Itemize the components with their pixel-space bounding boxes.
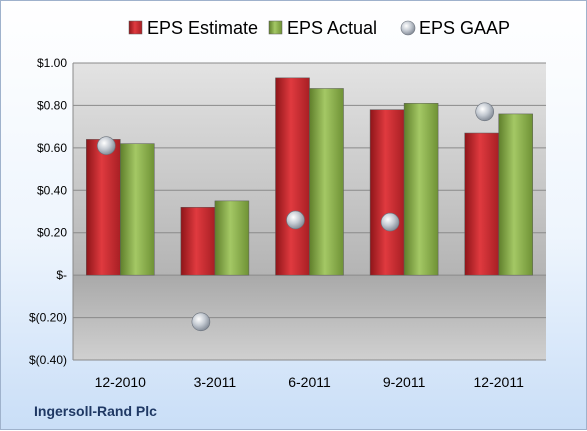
company-label: Ingersoll-Rand Plc [34, 403, 157, 419]
bar-eps-actual [214, 200, 250, 276]
point-eps-gaap [286, 210, 305, 230]
bar-eps-actual [403, 103, 439, 276]
bar-eps-actual [120, 143, 155, 276]
x-tick-label: 3-2011 [194, 374, 237, 390]
x-tick-label: 12-2011 [474, 374, 525, 390]
bar-eps-estimate [369, 109, 405, 276]
bar-eps-estimate [275, 77, 310, 276]
y-tick-label: $0.60 [37, 141, 67, 155]
bar-eps-estimate [180, 207, 216, 276]
point-eps-gaap [191, 312, 211, 332]
x-tick-label: 6-2011 [288, 374, 331, 390]
y-tick-label: $0.40 [37, 183, 67, 197]
y-tick-label: $0.80 [37, 98, 67, 112]
legend-swatch [128, 20, 143, 35]
x-tick-label: 9-2011 [383, 374, 426, 390]
legend-label: EPS GAAP [419, 18, 510, 38]
y-tick-label: $(0.40) [29, 353, 67, 367]
legend-swatch [400, 20, 416, 36]
bar-eps-actual [498, 113, 533, 276]
point-eps-gaap [97, 136, 116, 156]
x-tick-label: 12-2010 [95, 374, 147, 390]
bar-eps-actual [309, 88, 344, 276]
y-tick-label: $1.00 [37, 56, 67, 70]
legend-label: EPS Actual [287, 18, 377, 38]
y-tick-label: $(0.20) [29, 311, 67, 325]
y-tick-label: $- [56, 268, 67, 282]
bar-eps-estimate [464, 132, 499, 276]
legend-label: EPS Estimate [147, 18, 258, 38]
point-eps-gaap [380, 212, 400, 232]
point-eps-gaap [475, 102, 495, 122]
legend-swatch [268, 20, 283, 35]
y-tick-label: $0.20 [37, 226, 67, 240]
bar-eps-estimate [86, 139, 121, 276]
